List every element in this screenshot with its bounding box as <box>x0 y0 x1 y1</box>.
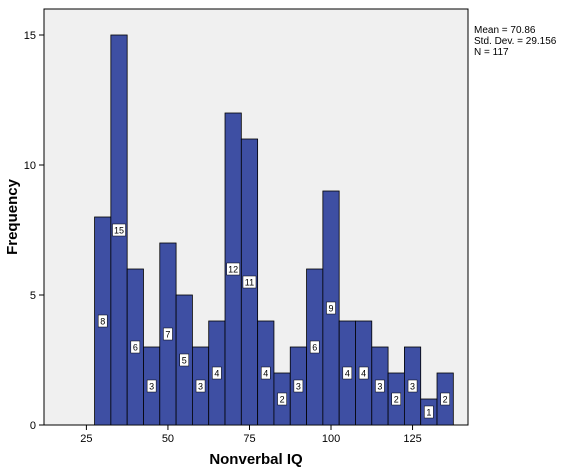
data-label-box <box>179 353 189 367</box>
data-label: 6 <box>133 343 138 353</box>
data-label-box <box>358 366 369 380</box>
data-label: 8 <box>100 317 105 327</box>
x-tick-label: 125 <box>403 433 421 445</box>
data-label-box <box>130 340 141 354</box>
data-label: 1 <box>426 408 431 418</box>
data-label: 2 <box>443 395 448 405</box>
data-label-box <box>212 366 222 380</box>
data-label-box <box>261 366 271 380</box>
data-label-box <box>342 366 353 380</box>
data-label: 4 <box>214 369 219 379</box>
data-label: 4 <box>263 369 268 379</box>
stats-box: Mean = 70.86 Std. Dev. = 29.156 N = 117 <box>474 25 556 58</box>
data-label-box <box>112 223 126 237</box>
data-label-box <box>375 379 385 393</box>
data-label: 4 <box>345 369 350 379</box>
data-label-box <box>293 379 304 393</box>
data-label: 15 <box>114 226 124 236</box>
data-label: 5 <box>182 356 187 366</box>
data-label: 7 <box>165 330 170 340</box>
y-tick-label: 15 <box>24 30 36 42</box>
data-label-box <box>242 275 257 289</box>
data-label-box <box>146 379 157 393</box>
data-label: 2 <box>394 395 399 405</box>
data-label: 4 <box>361 369 366 379</box>
x-tick-label: 50 <box>162 433 174 445</box>
data-label-box <box>391 392 401 406</box>
x-axis-title: Nonverbal IQ <box>209 451 303 468</box>
data-label-box <box>163 327 173 341</box>
data-label: 3 <box>296 382 301 392</box>
data-label-box <box>440 392 450 406</box>
data-label: 6 <box>312 343 317 353</box>
data-label: 12 <box>228 265 238 275</box>
data-label-box <box>277 392 287 406</box>
stats-mean: Mean = 70.86 <box>474 25 536 36</box>
data-label-box <box>407 379 418 393</box>
x-tick-label: 100 <box>322 433 340 445</box>
y-tick-label: 10 <box>24 160 36 172</box>
stats-std-dev: Std. Dev. = 29.156 <box>474 36 557 47</box>
data-label-box <box>326 301 336 315</box>
data-label-box <box>424 405 434 419</box>
data-label: 3 <box>149 382 154 392</box>
data-label: 2 <box>280 395 285 405</box>
data-label: 3 <box>410 382 415 392</box>
data-label-box <box>97 314 108 328</box>
x-tick-label: 75 <box>243 433 255 445</box>
data-label-box <box>226 262 240 276</box>
y-axis-title: Frequency <box>4 178 21 255</box>
data-label-box <box>195 379 206 393</box>
stats-n: N = 117 <box>474 47 509 58</box>
x-tick-label: 25 <box>80 433 92 445</box>
y-tick-label: 5 <box>30 290 36 302</box>
data-label: 11 <box>245 278 254 288</box>
data-label-box <box>309 340 320 354</box>
data-label: 9 <box>329 304 334 314</box>
data-label: 3 <box>198 382 203 392</box>
y-tick-label: 0 <box>30 420 36 432</box>
data-label: 3 <box>377 382 382 392</box>
